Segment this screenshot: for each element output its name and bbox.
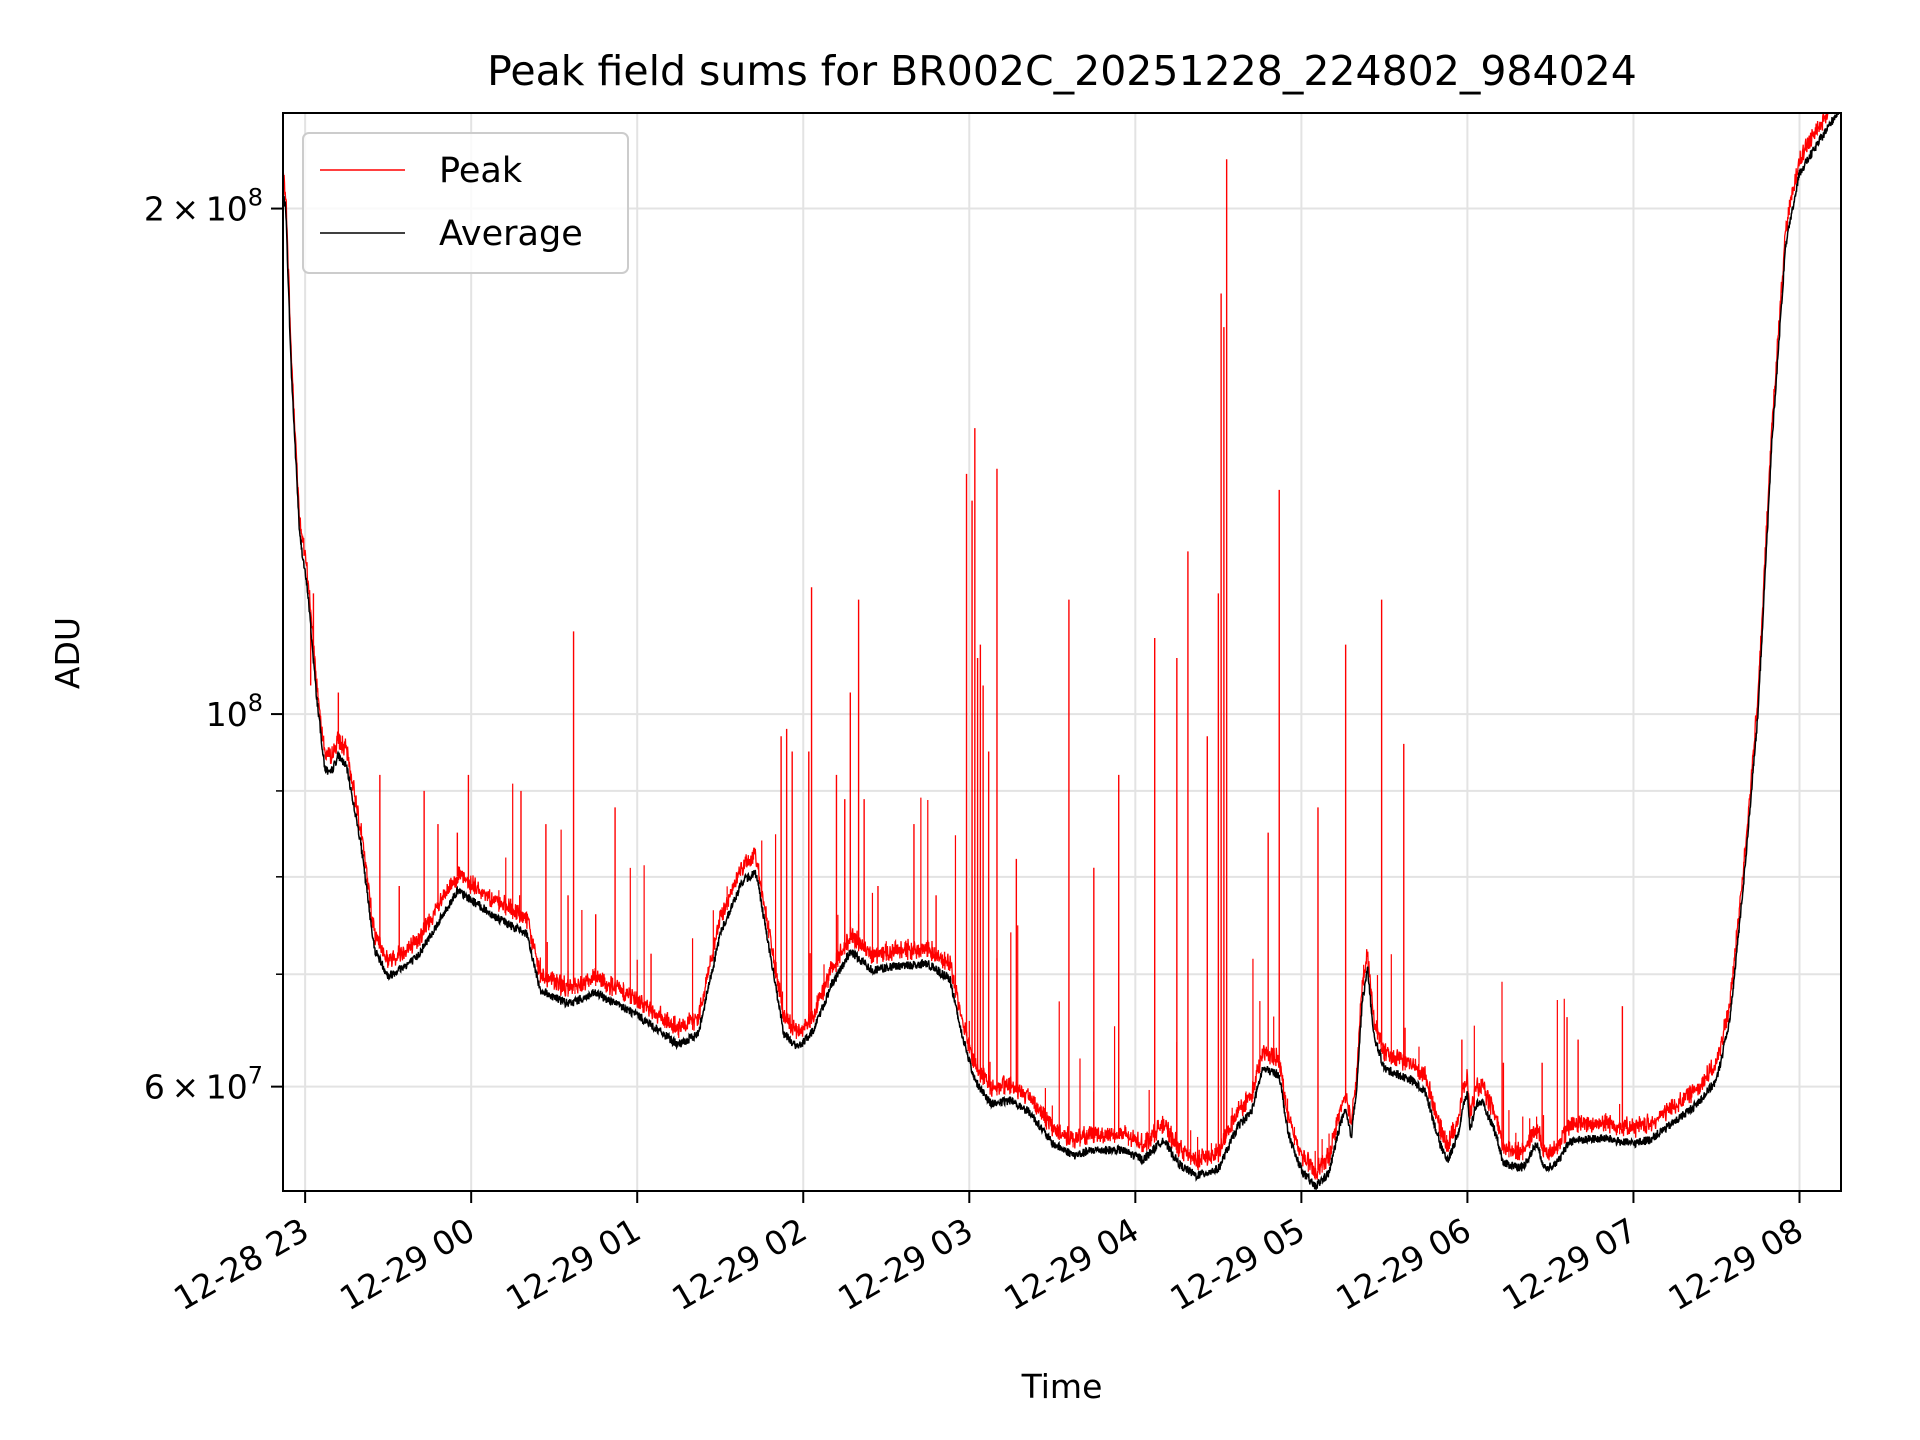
legend-label-peak: Peak bbox=[439, 151, 523, 191]
y-tick-base: 10 bbox=[206, 695, 248, 734]
series-average-line bbox=[282, 112, 1841, 1192]
y-tick-exponent: 7 bbox=[248, 1062, 263, 1090]
legend-label-average: Average bbox=[439, 214, 583, 254]
y-tick-label: 2 × 108 bbox=[144, 184, 263, 229]
y-tick-mantissa: 6 × bbox=[144, 1068, 206, 1107]
y-tick-label: 6 × 107 bbox=[144, 1062, 263, 1107]
chart-title: Peak field sums for BR002C_20251228_2248… bbox=[487, 47, 1637, 95]
grid-layer bbox=[283, 113, 1841, 1191]
series-layer bbox=[282, 112, 1841, 1192]
series-peak-line bbox=[282, 112, 1841, 1180]
y-axis-label: ADU bbox=[48, 617, 87, 689]
plot-frame bbox=[282, 112, 1842, 1192]
x-axis-label: Time bbox=[1021, 1367, 1103, 1406]
legend-box bbox=[302, 132, 629, 274]
y-tick-exponent: 8 bbox=[248, 184, 263, 212]
y-tick-exponent: 8 bbox=[248, 689, 263, 717]
legend: Peak Average bbox=[302, 132, 629, 274]
y-tick-mantissa: 2 × bbox=[144, 190, 206, 229]
y-tick-base: 10 bbox=[206, 1068, 248, 1107]
y-tick-label: 108 bbox=[206, 689, 263, 734]
plot-area-background bbox=[283, 113, 1841, 1191]
y-tick-base: 10 bbox=[206, 190, 248, 229]
